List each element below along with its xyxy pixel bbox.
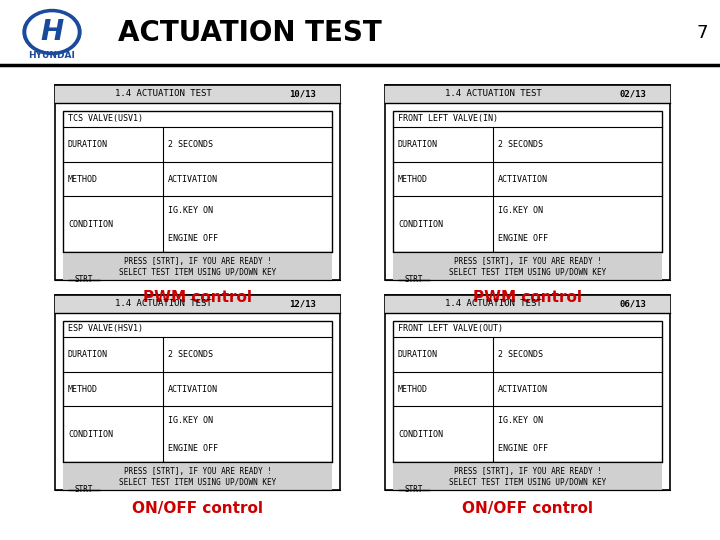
Text: PRESS [STRT], IF YOU ARE READY !: PRESS [STRT], IF YOU ARE READY ! [454, 256, 601, 266]
Text: FRONT LEFT VALVE(IN): FRONT LEFT VALVE(IN) [398, 114, 498, 124]
Text: TCS VALVE(USV1): TCS VALVE(USV1) [68, 114, 143, 124]
Bar [385, 85, 670, 103]
Text: IG.KEY ON: IG.KEY ON [168, 416, 212, 425]
Bar [385, 295, 670, 313]
Bar [393, 252, 662, 280]
Text: 1.4 ACTUATION TEST: 1.4 ACTUATION TEST [115, 300, 212, 308]
Text: STRT: STRT [75, 485, 94, 495]
Text: ACTUATION TEST: ACTUATION TEST [118, 19, 382, 47]
Text: ENGINE OFF: ENGINE OFF [498, 444, 547, 453]
Text: 1.4 ACTUATION TEST: 1.4 ACTUATION TEST [445, 300, 541, 308]
Text: PWM control: PWM control [143, 291, 252, 306]
Text: IG.KEY ON: IG.KEY ON [498, 416, 543, 425]
Text: ENGINE OFF: ENGINE OFF [168, 444, 217, 453]
Text: PRESS [STRT], IF YOU ARE READY !: PRESS [STRT], IF YOU ARE READY ! [124, 256, 271, 266]
Ellipse shape [27, 13, 77, 51]
Text: METHOD: METHOD [398, 174, 428, 184]
Bar [55, 295, 340, 313]
Text: SELECT TEST ITEM USING UP/DOWN KEY: SELECT TEST ITEM USING UP/DOWN KEY [119, 267, 276, 276]
Text: ESP VALVE(HSV1): ESP VALVE(HSV1) [68, 325, 143, 334]
Text: CONDITION: CONDITION [68, 220, 113, 229]
Bar [55, 295, 340, 490]
Text: 1.4 ACTUATION TEST: 1.4 ACTUATION TEST [115, 90, 212, 98]
Text: DURATION: DURATION [398, 140, 438, 149]
Text: METHOD: METHOD [398, 384, 428, 394]
Bar [63, 252, 332, 280]
Text: SELECT TEST ITEM USING UP/DOWN KEY: SELECT TEST ITEM USING UP/DOWN KEY [449, 477, 606, 486]
Text: SELECT TEST ITEM USING UP/DOWN KEY: SELECT TEST ITEM USING UP/DOWN KEY [119, 477, 276, 486]
Text: 06/13: 06/13 [619, 300, 647, 308]
Ellipse shape [23, 10, 81, 55]
Text: CONDITION: CONDITION [398, 430, 443, 438]
Text: 2 SECONDS: 2 SECONDS [168, 350, 212, 359]
Text: ENGINE OFF: ENGINE OFF [168, 234, 217, 242]
Bar [55, 85, 340, 103]
Text: DURATION: DURATION [68, 350, 108, 359]
Bar [385, 295, 670, 490]
Text: METHOD: METHOD [68, 174, 98, 184]
Text: ACTIVATION: ACTIVATION [498, 384, 547, 394]
Text: STRT: STRT [405, 485, 423, 495]
Bar [63, 321, 332, 462]
Text: 2 SECONDS: 2 SECONDS [498, 350, 543, 359]
Text: STRT: STRT [405, 275, 423, 285]
Text: CONDITION: CONDITION [68, 430, 113, 438]
Text: ACTIVATION: ACTIVATION [168, 384, 217, 394]
Bar [55, 85, 340, 280]
Bar [393, 321, 662, 462]
Text: DURATION: DURATION [68, 140, 108, 149]
Text: ACTIVATION: ACTIVATION [498, 174, 547, 184]
Text: IG.KEY ON: IG.KEY ON [168, 206, 212, 215]
Text: SELECT TEST ITEM USING UP/DOWN KEY: SELECT TEST ITEM USING UP/DOWN KEY [449, 267, 606, 276]
Text: PRESS [STRT], IF YOU ARE READY !: PRESS [STRT], IF YOU ARE READY ! [454, 467, 601, 476]
Text: H: H [40, 18, 63, 46]
Text: METHOD: METHOD [68, 384, 98, 394]
Text: STRT: STRT [75, 275, 94, 285]
Text: DURATION: DURATION [398, 350, 438, 359]
Text: 2 SECONDS: 2 SECONDS [168, 140, 212, 149]
Text: ON/OFF control: ON/OFF control [132, 501, 263, 516]
Bar [393, 462, 662, 490]
Bar [393, 111, 662, 252]
Text: PRESS [STRT], IF YOU ARE READY !: PRESS [STRT], IF YOU ARE READY ! [124, 467, 271, 476]
Text: IG.KEY ON: IG.KEY ON [498, 206, 543, 215]
Text: 1.4 ACTUATION TEST: 1.4 ACTUATION TEST [445, 90, 541, 98]
Text: 10/13: 10/13 [289, 90, 316, 98]
Text: 2 SECONDS: 2 SECONDS [498, 140, 543, 149]
Text: ENGINE OFF: ENGINE OFF [498, 234, 547, 242]
Text: HYUNDAI: HYUNDAI [29, 51, 76, 59]
Text: PWM control: PWM control [473, 291, 582, 306]
Bar [63, 462, 332, 490]
Text: CONDITION: CONDITION [398, 220, 443, 229]
Text: ACTIVATION: ACTIVATION [168, 174, 217, 184]
Text: 7: 7 [696, 24, 708, 42]
Bar [63, 111, 332, 252]
Text: FRONT LEFT VALVE(OUT): FRONT LEFT VALVE(OUT) [398, 325, 503, 334]
Bar [385, 85, 670, 280]
Text: 12/13: 12/13 [289, 300, 316, 308]
Text: 02/13: 02/13 [619, 90, 647, 98]
Text: ON/OFF control: ON/OFF control [462, 501, 593, 516]
